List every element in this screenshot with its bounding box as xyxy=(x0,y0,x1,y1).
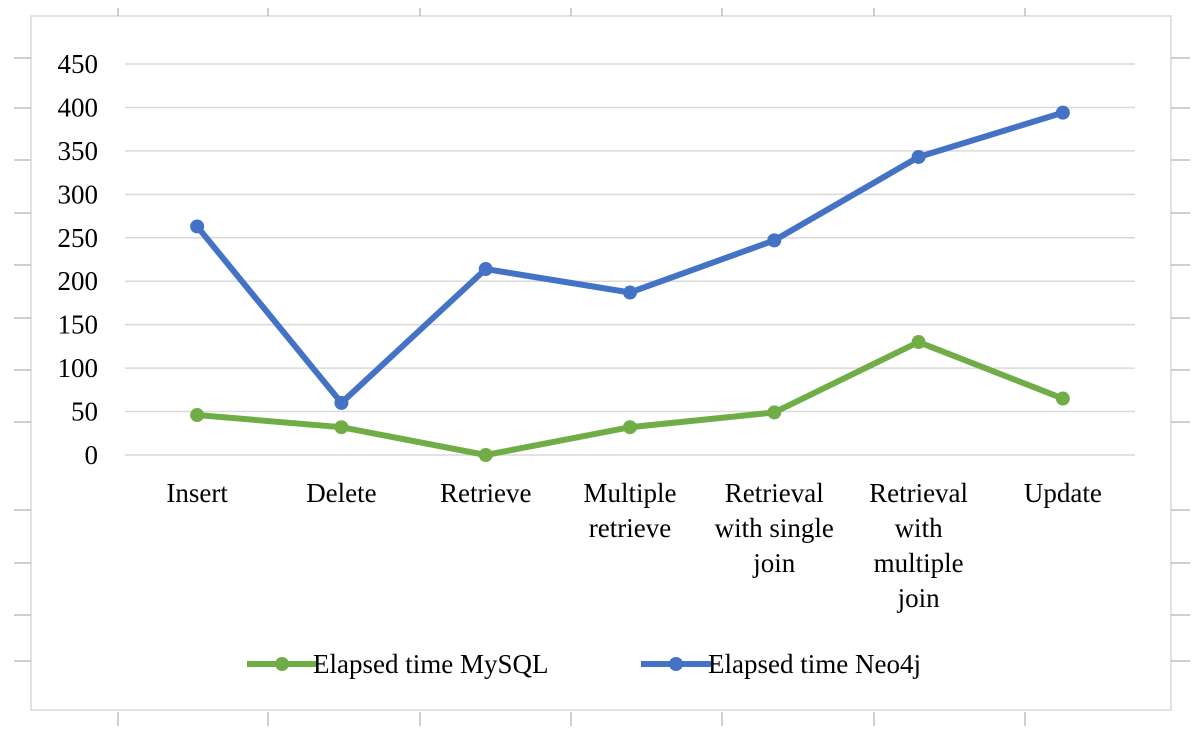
series-lines xyxy=(190,105,1070,462)
gridlines xyxy=(125,63,1135,456)
legend: Elapsed time MySQL Elapsed time Neo4j xyxy=(247,649,921,679)
data-point xyxy=(767,233,782,248)
data-point xyxy=(334,420,349,435)
y-tick-label: 50 xyxy=(71,397,98,427)
legend-label: Elapsed time Neo4j xyxy=(708,649,921,679)
series-neo4j xyxy=(190,105,1070,410)
x-axis-category-labels: Insert Delete Retrieve Multiple retrieve Retr… xyxy=(166,478,1101,613)
x-category-label: Delete xyxy=(306,478,376,508)
data-point xyxy=(478,448,493,462)
data-point xyxy=(190,408,205,423)
x-category-label: Retrieval with multiple join xyxy=(869,478,968,613)
legend-item: Elapsed time MySQL xyxy=(247,649,548,679)
y-tick-label: 350 xyxy=(58,136,99,166)
data-point xyxy=(1055,391,1070,406)
x-category-label: Multiple retrieve xyxy=(584,478,677,543)
y-tick-label: 450 xyxy=(58,49,99,79)
data-point xyxy=(334,395,349,410)
x-category-label: Retrieve xyxy=(440,478,531,508)
legend-marker xyxy=(275,657,289,671)
data-point xyxy=(1055,105,1070,120)
data-point xyxy=(911,335,926,350)
y-tick-label: 100 xyxy=(58,353,99,383)
y-tick-label: 150 xyxy=(58,310,99,340)
legend-label: Elapsed time MySQL xyxy=(313,649,548,679)
legend-item: Elapsed time Neo4j xyxy=(641,649,921,679)
y-tick-label: 400 xyxy=(58,92,99,122)
data-point xyxy=(623,285,637,300)
data-point xyxy=(767,405,782,420)
y-tick-label: 250 xyxy=(58,223,99,253)
y-tick-label: 200 xyxy=(58,266,99,296)
y-tick-label: 0 xyxy=(85,440,99,470)
chart-frame xyxy=(14,8,1190,726)
chart-area-border xyxy=(30,15,1172,711)
data-point xyxy=(478,262,493,277)
y-tick-label: 300 xyxy=(58,179,99,209)
x-category-label: Update xyxy=(1024,478,1102,508)
x-category-label: Insert xyxy=(166,478,228,508)
x-category-label: Retrieval with single join xyxy=(715,478,834,578)
series-mysql xyxy=(190,335,1070,462)
data-point xyxy=(190,219,205,234)
data-point xyxy=(623,420,637,435)
legend-marker xyxy=(669,657,683,671)
y-axis-tick-labels: 0 50 100 150 200 250 300 350 400 450 xyxy=(58,49,99,470)
data-point xyxy=(911,149,926,164)
series-line xyxy=(194,339,1066,458)
series-line xyxy=(194,109,1066,406)
